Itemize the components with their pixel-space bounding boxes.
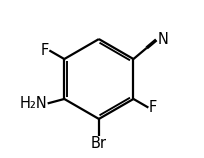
Text: F: F [41,43,49,58]
Text: Br: Br [91,136,107,151]
Text: H₂N: H₂N [20,96,48,111]
Text: F: F [148,100,157,115]
Text: N: N [158,32,169,47]
